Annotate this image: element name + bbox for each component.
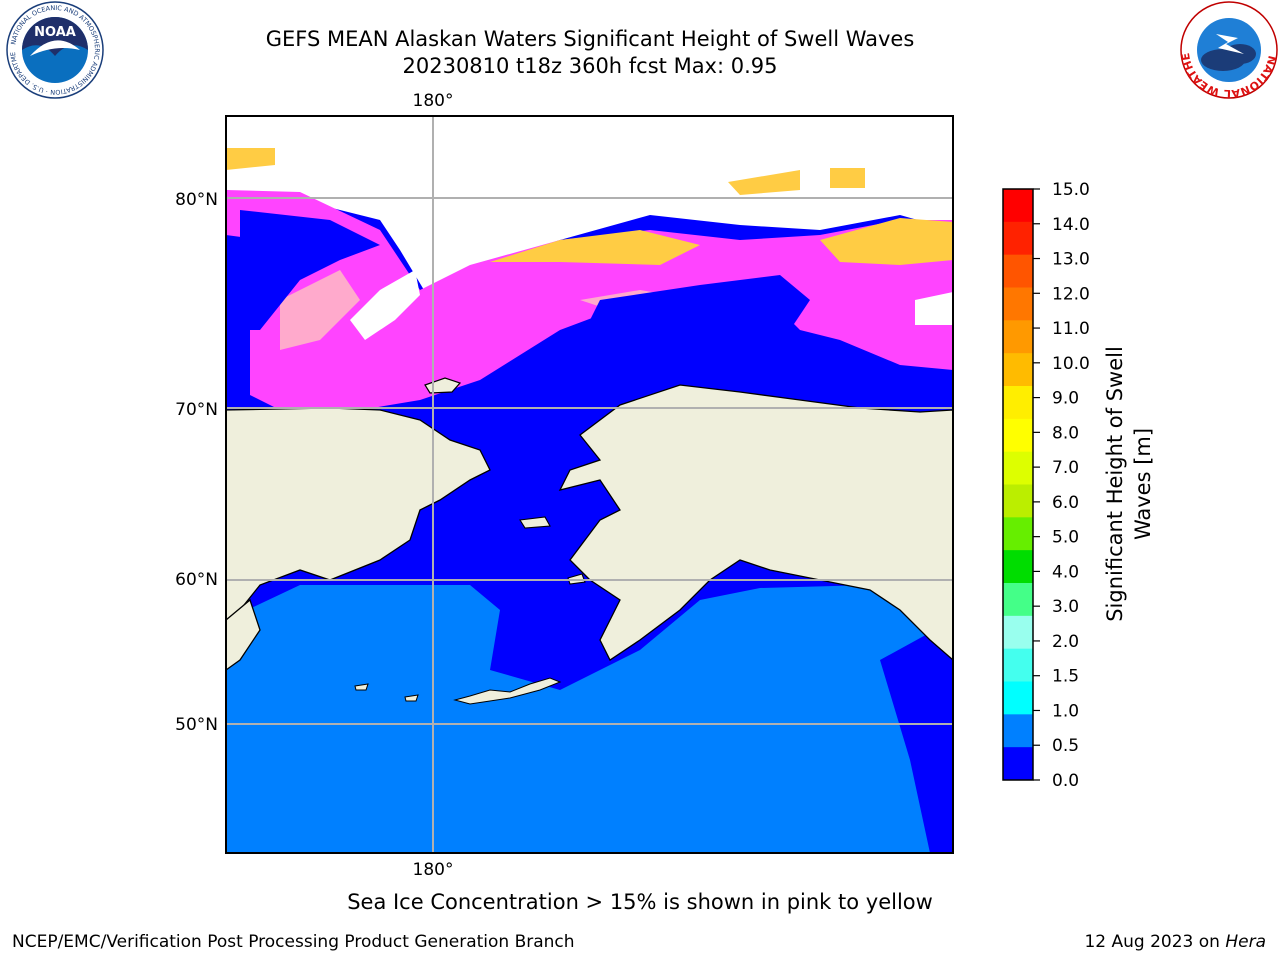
land-siberia xyxy=(226,407,491,621)
colorbar-tick-label: 3.0 xyxy=(1052,597,1079,617)
colorbar-tick-label: 2.0 xyxy=(1052,632,1079,652)
land-st-lawrence-island xyxy=(519,516,551,529)
sea-ice-pink xyxy=(226,190,953,420)
colorbar-segment xyxy=(1003,615,1033,650)
colorbar-tick-label: 8.0 xyxy=(1052,423,1079,443)
colorbar-segment xyxy=(1003,386,1033,420)
colorbar-segment xyxy=(1003,320,1033,354)
colorbar-tick-label: 4.0 xyxy=(1052,562,1079,582)
colorbar-label-line2: Waves [m] xyxy=(1131,428,1155,540)
colorbar-tick-label: 1.0 xyxy=(1052,701,1079,721)
noaa-logo: NATIONAL OCEANIC AND ATMOSPHERIC ADMINIS… xyxy=(0,0,104,99)
colorbar-tick-label: 0.0 xyxy=(1052,771,1079,791)
colorbar-frame xyxy=(1002,188,1034,781)
colorbar-tick-label: 15.0 xyxy=(1052,180,1090,200)
colorbar-segment xyxy=(1003,517,1033,551)
colorbar-segment xyxy=(1003,221,1033,256)
chart-subtitle: 20230810 t18z 360h fcst Max: 0.95 xyxy=(402,54,778,78)
colorbar-segment xyxy=(1003,747,1033,781)
colorbar-segment xyxy=(1003,353,1033,387)
land-alaska xyxy=(558,384,953,661)
footer-host: Hera xyxy=(1225,932,1266,952)
colorbar-segment xyxy=(1003,189,1033,223)
colorbar-tick-label: 6.0 xyxy=(1052,493,1079,513)
colorbar-segment xyxy=(1003,254,1033,288)
nws-ring-text: NATIONAL WEATHER SERVICE xyxy=(0,0,1279,100)
colorbar-segment xyxy=(1003,550,1033,584)
colorbar-tick-label: 11.0 xyxy=(1052,319,1090,339)
colorbar-segment xyxy=(1003,484,1033,518)
footer-credit: NCEP/EMC/Verification Post Processing Pr… xyxy=(12,932,575,952)
colorbar-segment xyxy=(1003,418,1033,453)
top-lon-label: 180° xyxy=(413,91,454,111)
noaa-text: NOAA xyxy=(34,25,76,40)
colorbar-tick-label: 5.0 xyxy=(1052,528,1079,548)
nws-logo: NATIONAL WEATHER SERVICE xyxy=(0,0,1279,100)
colorbar-segment xyxy=(1003,287,1033,321)
ice-note-text: Sea Ice Concentration > 15% is shown in … xyxy=(347,890,933,914)
footer-date-text: 12 Aug 2023 on xyxy=(1084,932,1226,952)
map-panel xyxy=(226,116,953,853)
colorbar-segment xyxy=(1003,583,1033,617)
colorbar-tick-label: 9.0 xyxy=(1052,389,1079,409)
land-kamchatka xyxy=(226,598,261,671)
colorbar-ticks: 15.0 14.0 13.0 12.0 11.0 10.0 9.0 8.0 7.0 6.0 5.0 4… xyxy=(1033,180,1090,791)
colorbar-segment xyxy=(1003,681,1033,715)
lat-label-70: 70°N xyxy=(175,400,218,420)
sea-ice-yellow xyxy=(226,148,275,170)
colorbar-label-line1: Significant Height of Swell xyxy=(1103,346,1127,622)
colorbar xyxy=(1002,188,1034,781)
colorbar-tick-label: 14.0 xyxy=(1052,215,1090,235)
colorbar-tick-label: 0.5 xyxy=(1052,736,1079,756)
colorbar-tick-label: 13.0 xyxy=(1052,250,1090,270)
lat-label-60: 60°N xyxy=(175,570,218,590)
ice-note: Sea Ice Concentration > 15% is shown in … xyxy=(0,890,1280,914)
graticule xyxy=(226,116,953,853)
colorbar-tick-label: 10.0 xyxy=(1052,354,1090,374)
colorbar-tick-label: 7.0 xyxy=(1052,458,1079,478)
colorbar-segment xyxy=(1003,648,1033,682)
colorbar-segment xyxy=(1003,451,1033,485)
lat-label-50: 50°N xyxy=(175,715,218,735)
lat-label-80: 80°N xyxy=(175,190,218,210)
map-frame xyxy=(225,115,954,854)
bottom-lon-label: 180° xyxy=(413,860,454,880)
footer-date: 12 Aug 2023 on Hera xyxy=(1084,932,1266,952)
colorbar-tick-label: 1.5 xyxy=(1052,667,1079,687)
svg-text:NATIONAL WEATHER SERVICE: NATIONAL WEATHER SERVICE xyxy=(0,0,1279,100)
chart-title: GEFS MEAN Alaskan Waters Significant Hei… xyxy=(265,27,915,51)
colorbar-segment xyxy=(1003,714,1033,748)
colorbar-tick-label: 12.0 xyxy=(1052,284,1090,304)
